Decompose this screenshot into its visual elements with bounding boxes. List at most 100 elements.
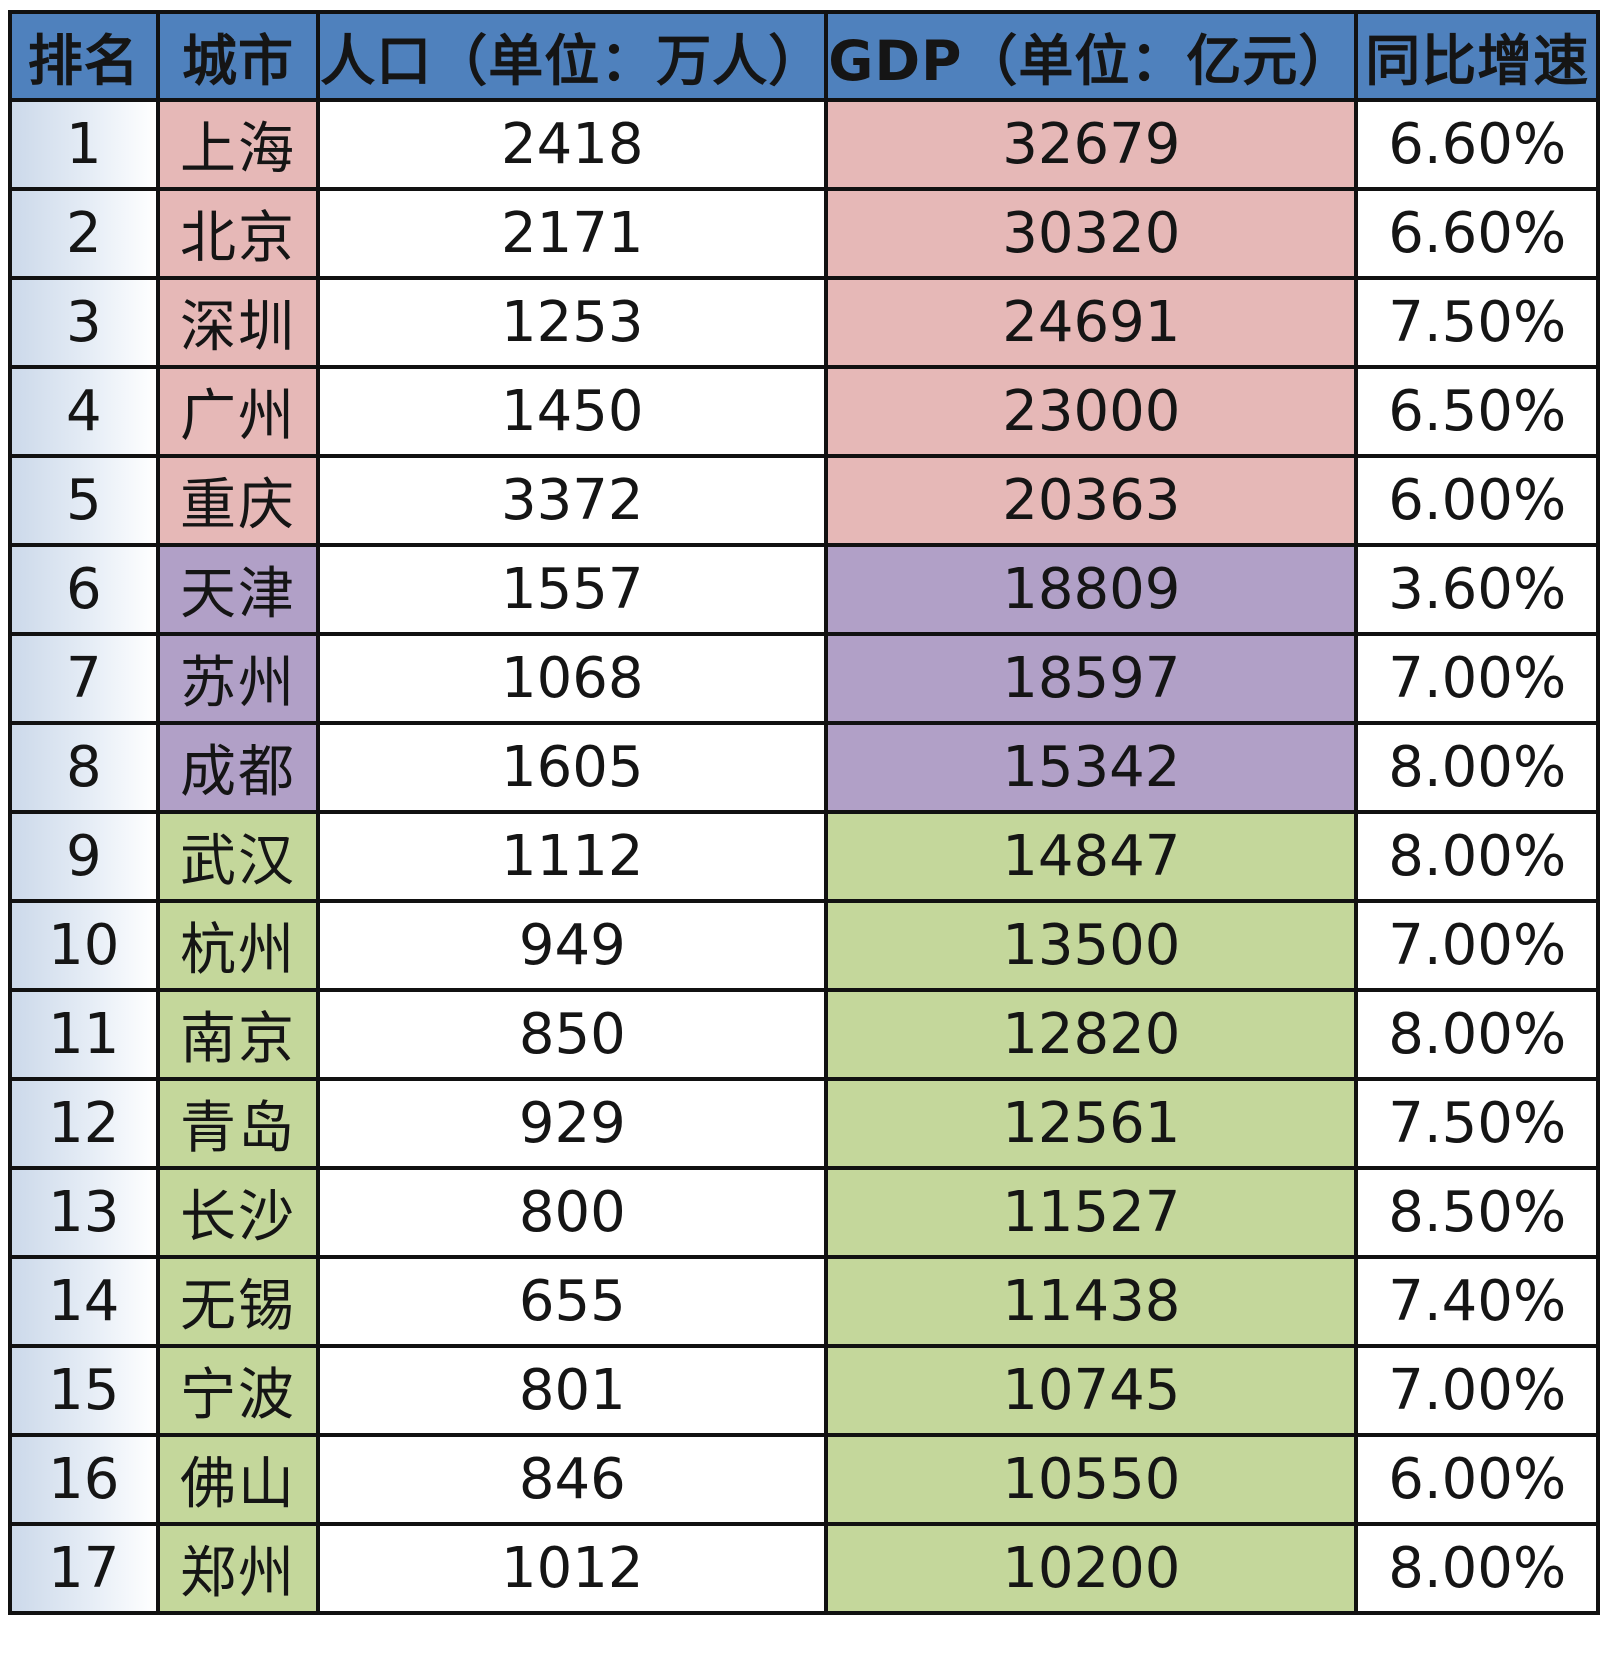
gdp-cell: 32679 [824,98,1359,191]
population-cell: 850 [316,988,829,1081]
city-cell: 南京 [155,988,321,1081]
header-growth: 同比增速 [1354,10,1600,102]
city-cell: 北京 [155,187,321,280]
table-row: 7 苏州 1068 18597 7.00% [8,632,1600,725]
rank-cell: 14 [8,1255,160,1348]
header-gdp: GDP（单位：亿元） [824,10,1359,102]
rank-cell: 1 [8,98,160,191]
table-row: 10 杭州 949 13500 7.00% [8,899,1600,992]
rank-cell: 17 [8,1522,160,1615]
gdp-cell: 10745 [824,1344,1359,1437]
population-cell: 2418 [316,98,829,191]
growth-cell: 8.50% [1354,1166,1600,1259]
rank-cell: 15 [8,1344,160,1437]
growth-cell: 8.00% [1354,810,1600,903]
growth-cell: 7.40% [1354,1255,1600,1348]
gdp-cell: 14847 [824,810,1359,903]
population-cell: 1253 [316,276,829,369]
rank-cell: 6 [8,543,160,636]
table-row: 13 长沙 800 11527 8.50% [8,1166,1600,1259]
population-cell: 655 [316,1255,829,1348]
header-city: 城市 [155,10,321,102]
city-gdp-ranking-table: 排名 城市 人口（单位：万人） GDP（单位：亿元） 同比增速 1 上海 2418 3… [8,10,1600,1615]
growth-cell: 8.00% [1354,1522,1600,1615]
rank-cell: 12 [8,1077,160,1170]
city-cell: 武汉 [155,810,321,903]
table-row: 16 佛山 846 10550 6.00% [8,1433,1600,1526]
table-row: 17 郑州 1012 10200 8.00% [8,1522,1600,1615]
growth-cell: 6.50% [1354,365,1600,458]
city-cell: 成都 [155,721,321,814]
population-cell: 800 [316,1166,829,1259]
rank-cell: 11 [8,988,160,1081]
population-cell: 929 [316,1077,829,1170]
growth-cell: 6.60% [1354,187,1600,280]
table-container: 排名 城市 人口（单位：万人） GDP（单位：亿元） 同比增速 1 上海 2418 3… [8,10,1600,1615]
table-row: 11 南京 850 12820 8.00% [8,988,1600,1081]
header-population: 人口（单位：万人） [316,10,829,102]
city-cell: 佛山 [155,1433,321,1526]
growth-cell: 8.00% [1354,988,1600,1081]
city-cell: 重庆 [155,454,321,547]
population-cell: 1450 [316,365,829,458]
gdp-cell: 11438 [824,1255,1359,1348]
gdp-cell: 30320 [824,187,1359,280]
table-row: 14 无锡 655 11438 7.40% [8,1255,1600,1348]
gdp-cell: 15342 [824,721,1359,814]
rank-cell: 7 [8,632,160,725]
city-cell: 杭州 [155,899,321,992]
population-cell: 949 [316,899,829,992]
table-row: 9 武汉 1112 14847 8.00% [8,810,1600,903]
growth-cell: 7.00% [1354,1344,1600,1437]
rank-cell: 2 [8,187,160,280]
table-row: 3 深圳 1253 24691 7.50% [8,276,1600,369]
population-cell: 3372 [316,454,829,547]
table-row: 15 宁波 801 10745 7.00% [8,1344,1600,1437]
gdp-cell: 10200 [824,1522,1359,1615]
gdp-cell: 20363 [824,454,1359,547]
population-cell: 1112 [316,810,829,903]
gdp-cell: 12820 [824,988,1359,1081]
city-cell: 宁波 [155,1344,321,1437]
city-cell: 无锡 [155,1255,321,1348]
table-row: 4 广州 1450 23000 6.50% [8,365,1600,458]
population-cell: 1012 [316,1522,829,1615]
growth-cell: 7.00% [1354,899,1600,992]
city-cell: 长沙 [155,1166,321,1259]
city-cell: 深圳 [155,276,321,369]
gdp-cell: 18809 [824,543,1359,636]
table-row: 8 成都 1605 15342 8.00% [8,721,1600,814]
table-row: 1 上海 2418 32679 6.60% [8,98,1600,191]
rank-cell: 9 [8,810,160,903]
gdp-cell: 13500 [824,899,1359,992]
city-cell: 上海 [155,98,321,191]
rank-cell: 5 [8,454,160,547]
rank-cell: 8 [8,721,160,814]
growth-cell: 6.00% [1354,1433,1600,1526]
growth-cell: 6.60% [1354,98,1600,191]
rank-cell: 13 [8,1166,160,1259]
table-row: 6 天津 1557 18809 3.60% [8,543,1600,636]
city-cell: 苏州 [155,632,321,725]
growth-cell: 7.50% [1354,1077,1600,1170]
gdp-cell: 18597 [824,632,1359,725]
gdp-cell: 11527 [824,1166,1359,1259]
population-cell: 801 [316,1344,829,1437]
population-cell: 1605 [316,721,829,814]
city-cell: 郑州 [155,1522,321,1615]
table-body: 1 上海 2418 32679 6.60% 2 北京 2171 30320 6.60% 3 深圳 125… [8,98,1600,1615]
city-cell: 青岛 [155,1077,321,1170]
growth-cell: 3.60% [1354,543,1600,636]
population-cell: 1068 [316,632,829,725]
population-cell: 1557 [316,543,829,636]
growth-cell: 8.00% [1354,721,1600,814]
city-cell: 广州 [155,365,321,458]
rank-cell: 16 [8,1433,160,1526]
growth-cell: 6.00% [1354,454,1600,547]
population-cell: 2171 [316,187,829,280]
gdp-cell: 23000 [824,365,1359,458]
city-cell: 天津 [155,543,321,636]
gdp-cell: 10550 [824,1433,1359,1526]
header-row: 排名 城市 人口（单位：万人） GDP（单位：亿元） 同比增速 [8,10,1600,102]
table-row: 2 北京 2171 30320 6.60% [8,187,1600,280]
